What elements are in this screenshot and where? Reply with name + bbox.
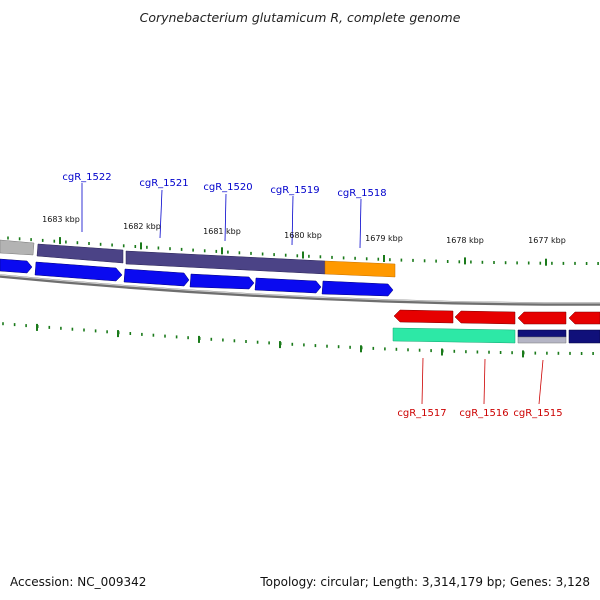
gene-leader-line <box>159 189 163 239</box>
cog-segment-navy <box>568 329 600 344</box>
forward-cds-arrow <box>123 268 190 287</box>
forward-cds-arrow <box>0 258 33 274</box>
gene-label-forward: cgR_1519 <box>270 185 319 196</box>
gene-leader-line <box>421 357 424 405</box>
cog-band-reverse <box>392 327 600 344</box>
cog-segment-purple <box>36 243 124 264</box>
tick-label: 1677 kbp <box>528 236 566 245</box>
reverse-cds-arrow <box>568 311 600 325</box>
tick-label: 1683 kbp <box>42 215 80 224</box>
tick-label: 1679 kbp <box>365 234 403 243</box>
gene-label-reverse: cgR_1515 <box>513 408 562 419</box>
forward-cds-arrow <box>254 277 322 294</box>
reverse-cds-arrow <box>517 311 567 325</box>
gene-leader-line <box>483 358 486 405</box>
gene-leader-line <box>359 198 362 249</box>
forward-cds-track <box>0 258 394 297</box>
major-tick-row <box>59 237 547 266</box>
forward-cds-arrow <box>321 280 394 297</box>
cog-band-forward <box>0 239 396 278</box>
tick-label: 1678 kbp <box>446 236 484 245</box>
gene-leader-line <box>224 193 227 242</box>
topology-text: Topology: circular; Length: 3,314,179 bp… <box>260 575 590 589</box>
gene-label-forward: cgR_1520 <box>203 182 252 193</box>
forward-cds-arrow <box>34 261 123 282</box>
gene-leader-line <box>291 195 294 246</box>
outer-tick-row <box>7 236 599 265</box>
tick-label: 1682 kbp <box>123 222 161 231</box>
tick-label: 1680 kbp <box>284 231 322 240</box>
cog-segment-purple <box>125 250 326 275</box>
genome-backbone <box>0 274 600 306</box>
gene-label-reverse: cgR_1516 <box>459 408 508 419</box>
reverse-gene-labels: cgR_1517 cgR_1516 cgR_1515 <box>397 357 563 419</box>
tick-labels: 1683 kbp 1682 kbp 1681 kbp 1680 kbp 1679… <box>42 215 566 245</box>
forward-gene-labels: cgR_1522 cgR_1521 cgR_1520 cgR_1519 cgR_… <box>62 172 387 249</box>
gene-label-forward: cgR_1521 <box>139 178 188 189</box>
reverse-cds-arrow <box>393 309 454 324</box>
gene-label-forward: cgR_1518 <box>337 188 386 199</box>
cog-segment-orange <box>324 260 396 278</box>
cog-segment-gray <box>0 239 35 256</box>
gene-label-reverse: cgR_1517 <box>397 408 446 419</box>
gene-leader-line <box>538 359 544 405</box>
cog-segment-gray <box>517 336 567 344</box>
accession-text: Accession: NC_009342 <box>10 575 147 589</box>
reverse-cds-track <box>393 309 600 325</box>
forward-cds-arrow <box>189 273 255 290</box>
tick-label: 1681 kbp <box>203 227 241 236</box>
genome-backbone-highlight <box>0 274 600 304</box>
cog-segment-green <box>392 327 516 344</box>
gene-label-forward: cgR_1522 <box>62 172 111 183</box>
inner-tick-row <box>2 322 594 358</box>
reverse-cds-arrow <box>454 310 516 325</box>
cog-segment-navy <box>517 329 567 338</box>
map-title: Corynebacterium glutamicum R, complete g… <box>139 10 461 25</box>
